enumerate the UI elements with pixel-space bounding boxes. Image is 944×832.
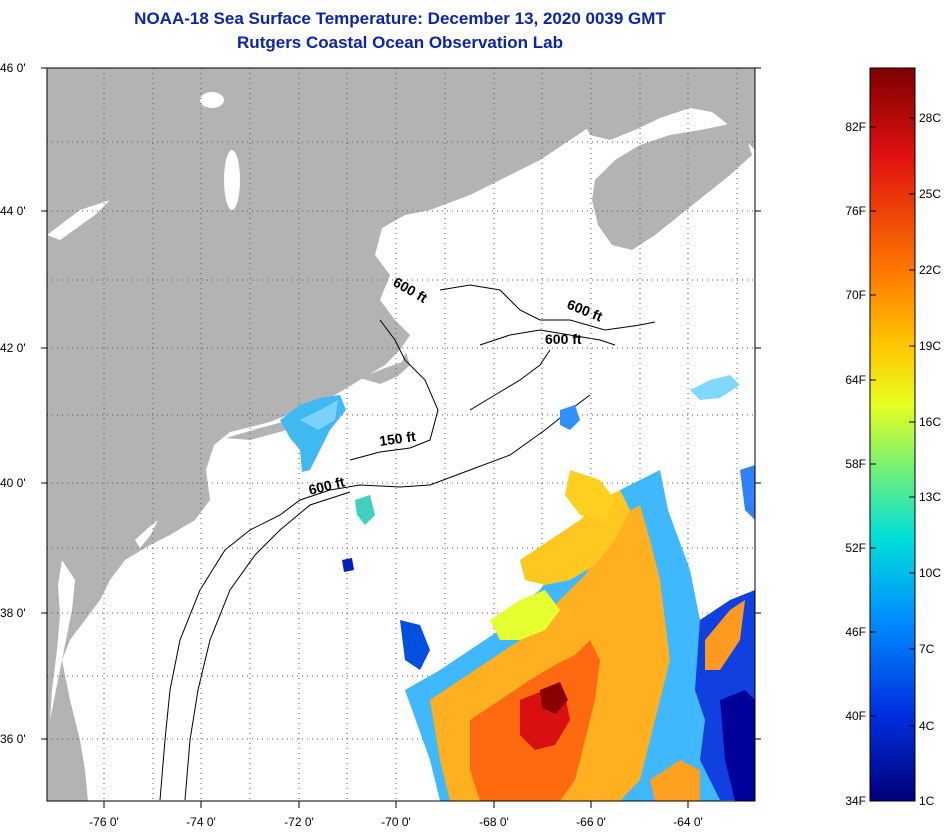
lon-label-68: -68 0' [479,815,509,829]
land-long-island [226,402,340,440]
colorbar-f-64: 64F [845,373,866,387]
lon-label-76: -76 0' [89,815,119,829]
lake-champlain [224,150,240,210]
lat-label-42: 42 0' [0,341,26,355]
colorbar-f-76: 76F [845,204,866,218]
land-cape-cod [360,352,410,384]
colorbar-c-19: 19C [919,339,941,353]
lake [200,92,224,108]
lat-label-44: 44 0' [0,204,26,218]
map-subtitle: Rutgers Coastal Ocean Observation Lab [237,33,563,52]
colorbar-c-7: 7C [919,642,935,656]
colorbar-f-34: 34F [845,794,866,808]
colorbar-c-4: 4C [919,719,935,733]
colorbar-f-70: 70F [845,288,866,302]
map-frame [46,67,756,802]
colorbar-f-82: 82F [845,120,866,134]
lat-label-36: 36 0' [0,732,26,746]
contour-label-150ft: 150 ft [378,428,417,449]
chesapeake-bay [50,560,75,720]
colorbar-f-52: 52F [845,541,866,555]
map-title: NOAA-18 Sea Surface Temperature: Decembe… [134,9,666,28]
lat-label-38: 38 0' [0,606,26,620]
land-nova-scotia [592,118,752,250]
colorbar-f-46: 46F [845,625,866,639]
colorbar-c-25: 25C [919,187,941,201]
colorbar-c-22: 22C [919,263,941,277]
land-us-east-coast [47,68,740,801]
lon-label-64: -64 0' [673,815,703,829]
delaware-bay [135,520,158,548]
colorbar-c-13: 13C [919,490,941,504]
map-area: 600 ft 600 ft 600 ft 150 ft 600 ft [47,68,755,801]
contour-label-600ft-3: 600 ft [545,331,582,347]
depth-contours [159,284,656,801]
land-new-brunswick [560,68,755,150]
colorbar-f-40: 40F [845,709,866,723]
lat-label-46: 46 0' [0,61,26,75]
lat-label-40: 40 0' [0,476,26,490]
lake-ontario [47,200,110,240]
lon-label-66: -66 0' [576,815,606,829]
colorbar-c-1: 1C [919,794,935,808]
colorbar-c-10: 10C [919,566,941,580]
lon-label-74: -74 0' [186,815,216,829]
colorbar-ticks [870,117,915,727]
lon-label-72: -72 0' [284,815,314,829]
map-ticks [41,67,761,808]
colorbar [869,67,916,802]
colorbar-c-28: 28C [919,111,941,125]
lon-label-70: -70 0' [381,815,411,829]
colorbar-f-58: 58F [845,457,866,471]
sst-data-overlay [280,375,755,801]
colorbar-c-16: 16C [919,415,941,429]
